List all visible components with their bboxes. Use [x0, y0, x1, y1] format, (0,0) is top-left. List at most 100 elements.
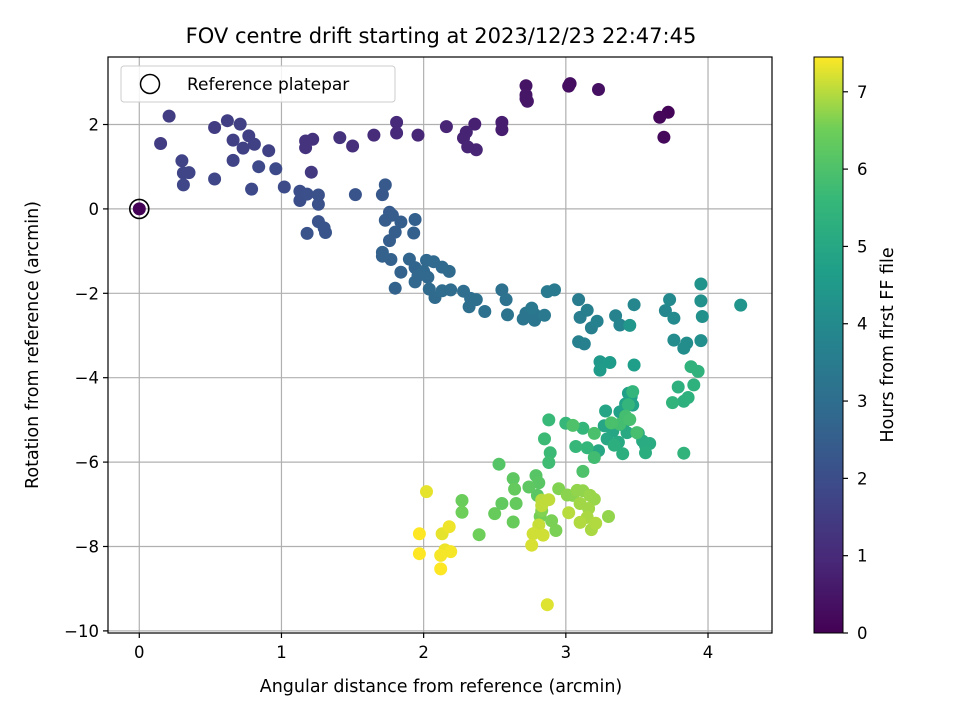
data-point — [576, 421, 590, 435]
data-point — [621, 398, 635, 412]
data-point — [562, 506, 576, 520]
data-point — [540, 598, 554, 612]
data-point — [175, 154, 189, 168]
data-point — [469, 293, 483, 307]
y-tick-label: 0 — [89, 200, 100, 219]
data-point — [378, 178, 392, 192]
colorbar: 0 1 2 3 4 5 6 7 Hours from first FF file — [813, 56, 898, 643]
data-point — [694, 277, 708, 291]
data-point — [367, 128, 381, 142]
data-point — [319, 226, 332, 239]
data-point — [444, 545, 458, 559]
data-point — [411, 128, 425, 142]
data-point — [542, 456, 556, 469]
data-point — [573, 515, 587, 529]
data-point — [394, 265, 408, 279]
data-point — [627, 298, 641, 312]
data-point — [667, 333, 681, 347]
data-point — [671, 380, 685, 394]
data-point — [506, 515, 520, 529]
data-point — [549, 524, 563, 537]
data-point — [472, 528, 486, 542]
data-point — [277, 180, 291, 194]
data-point — [468, 117, 482, 131]
y-axis-ticks: −10 −8 −6 −4 −2 0 2 — [64, 116, 108, 641]
data-point — [220, 114, 234, 128]
data-point — [526, 527, 540, 541]
data-point — [501, 308, 514, 322]
y-tick-label: −6 — [75, 453, 99, 472]
x-tick-label: 2 — [418, 643, 429, 662]
data-point — [495, 123, 509, 137]
data-point — [677, 446, 691, 460]
data-point — [613, 318, 627, 332]
data-point — [247, 137, 261, 151]
colorbar-gradient — [813, 56, 844, 634]
data-point — [627, 358, 641, 372]
data-point — [434, 562, 448, 576]
data-point — [535, 499, 549, 513]
y-axis-label: Rotation from reference (arcmin) — [23, 201, 43, 489]
data-point — [587, 451, 601, 464]
data-point — [176, 166, 190, 180]
data-point — [548, 283, 561, 297]
data-point — [408, 213, 422, 226]
data-point — [233, 117, 247, 131]
data-point — [580, 441, 594, 455]
data-point — [154, 137, 168, 150]
data-point — [616, 447, 630, 461]
x-tick-label: 0 — [134, 643, 145, 662]
data-point — [587, 492, 601, 506]
data-point — [538, 432, 551, 446]
data-point — [508, 482, 522, 496]
data-point — [469, 143, 483, 157]
data-point — [681, 391, 695, 404]
data-point — [630, 426, 644, 440]
data-point — [587, 426, 601, 440]
data-point — [442, 264, 456, 278]
data-point — [592, 83, 605, 96]
data-point — [623, 318, 637, 332]
data-point — [658, 304, 672, 318]
y-tick-label: 2 — [89, 116, 100, 135]
data-point — [572, 293, 586, 307]
data-point — [412, 547, 426, 561]
data-point — [412, 527, 426, 541]
data-point — [666, 396, 679, 410]
colorbar-label: Hours from first FF file — [878, 247, 898, 442]
data-point — [478, 305, 492, 318]
data-point — [439, 120, 453, 134]
data-point — [538, 308, 551, 322]
data-point — [499, 293, 513, 307]
data-point — [311, 197, 325, 211]
data-point — [444, 283, 458, 297]
data-point — [390, 115, 404, 129]
reference-point — [128, 198, 150, 220]
y-tick-label: −8 — [75, 537, 99, 556]
data-point — [208, 121, 222, 134]
data-point — [495, 283, 509, 297]
data-point — [300, 187, 314, 201]
x-tick-label: 4 — [703, 643, 714, 662]
data-point — [252, 160, 266, 174]
data-point — [434, 548, 448, 562]
y-tick-label: −4 — [75, 369, 99, 388]
data-point — [626, 385, 640, 399]
data-point — [542, 413, 556, 427]
data-point — [691, 364, 705, 378]
data-point — [687, 378, 701, 392]
data-point — [569, 440, 583, 453]
data-point — [576, 464, 590, 478]
data-point — [262, 144, 276, 158]
data-point — [300, 226, 314, 240]
legend-label: Reference platepar — [187, 75, 349, 95]
x-tick-label: 1 — [276, 643, 287, 662]
x-axis-ticks: 0 1 2 3 4 — [134, 633, 713, 662]
data-point — [603, 356, 617, 369]
legend-box — [120, 65, 396, 103]
y-tick-label: −10 — [64, 622, 99, 641]
data-point — [348, 188, 362, 202]
data-point — [304, 165, 318, 179]
legend-marker-open-circle — [139, 73, 161, 95]
data-point — [208, 172, 222, 186]
